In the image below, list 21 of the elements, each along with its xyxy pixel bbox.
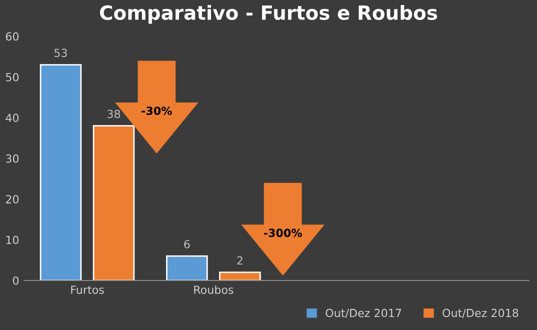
data-label: 6 [184, 240, 190, 248]
x-tick-label: Roubos [194, 285, 234, 294]
y-tick-label: 20 [6, 195, 19, 204]
data-label: 53 [54, 48, 67, 58]
bar [40, 64, 82, 280]
chart-title: Comparativo - Furtos e Roubos [100, 4, 438, 24]
y-tick-label: 50 [6, 72, 19, 82]
y-tick-label: 60 [6, 32, 19, 41]
bar [166, 255, 208, 280]
legend-label: Out/Dez 2017 [326, 308, 402, 318]
annotation: -30% [142, 106, 172, 115]
y-tick-label: 40 [6, 114, 19, 122]
x-tick-label: Furtos [71, 286, 104, 294]
y-tick-label: 10 [6, 236, 19, 244]
data-label: 2 [237, 256, 242, 264]
annotation: -300% [264, 228, 302, 238]
legend-label: Out/Dez 2018 [442, 308, 518, 318]
y-tick-label: 0 [12, 276, 19, 285]
y-tick-label: 30 [6, 154, 19, 163]
bar [219, 272, 261, 280]
data-label: 38 [108, 110, 120, 118]
